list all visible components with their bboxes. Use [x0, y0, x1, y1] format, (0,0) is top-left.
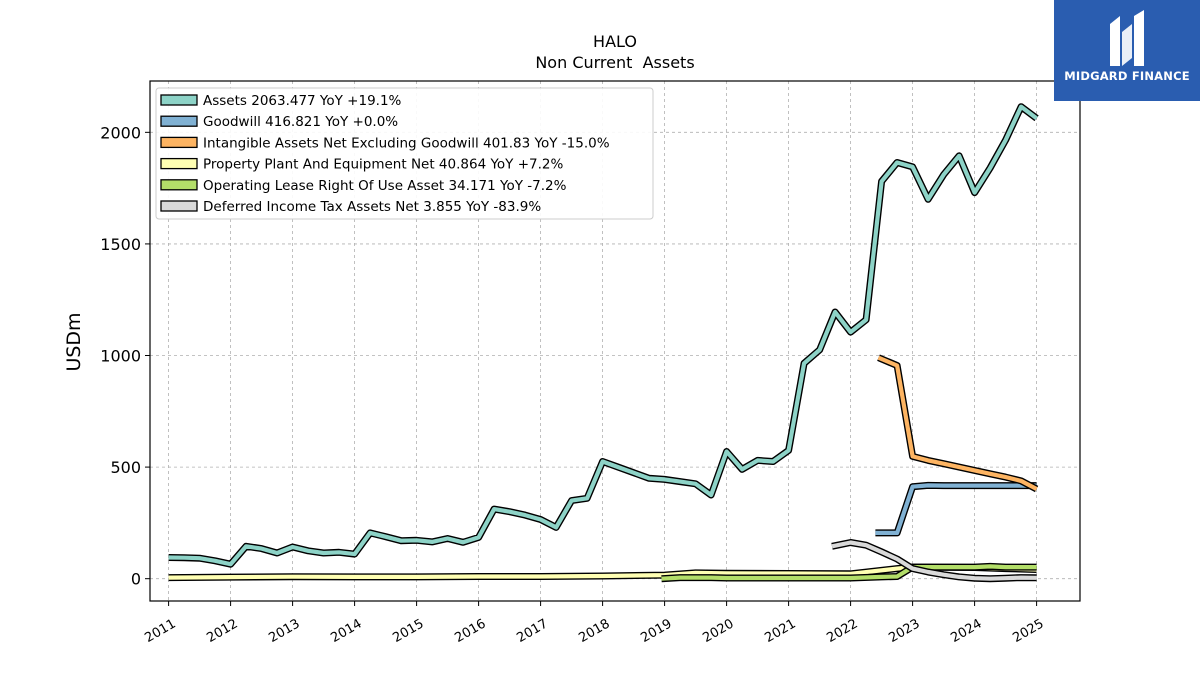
- series-line: [877, 355, 1038, 491]
- x-tick-label: 2019: [638, 616, 674, 646]
- brand-mark-icon: [1110, 10, 1144, 66]
- y-tick-label: 0: [131, 570, 141, 589]
- y-axis: 0 500 1000 1500 2000: [100, 123, 150, 589]
- x-tick-label: 2020: [700, 616, 736, 646]
- x-tick-label: 2015: [390, 616, 426, 646]
- legend-label: Intangible Assets Net Excluding Goodwill…: [203, 135, 610, 151]
- legend-label: Property Plant And Equipment Net 40.864 …: [203, 157, 563, 173]
- x-tick-label: 2025: [1010, 616, 1046, 646]
- y-tick-label: 1500: [100, 235, 141, 254]
- x-tick-label: 2018: [576, 616, 612, 646]
- series-layer: [168, 103, 1039, 583]
- grid: [150, 81, 1080, 601]
- legend-swatch: [160, 157, 198, 170]
- y-tick-label: 1000: [100, 347, 141, 366]
- legend-label: Goodwill 416.821 YoY +0.0%: [203, 114, 398, 130]
- x-tick-label: 2016: [452, 616, 488, 646]
- y-tick-label: 500: [110, 458, 141, 477]
- brand-name: MIDGARD FINANCE: [1064, 69, 1190, 83]
- legend-swatch: [160, 94, 198, 106]
- y-axis-label: USDm: [63, 312, 85, 371]
- x-tick-label: 2012: [204, 616, 240, 646]
- legend-label: Operating Lease Right Of Use Asset 34.17…: [203, 178, 567, 194]
- plot-frame: [149, 80, 1081, 602]
- chart-title: HALO: [593, 32, 637, 51]
- legend-swatch: [160, 115, 198, 127]
- x-tick-label: 2014: [328, 616, 364, 646]
- series-line: [875, 483, 1037, 536]
- chart-subtitle: Non Current Assets: [535, 53, 694, 72]
- x-tick-label: 2024: [948, 616, 984, 646]
- x-tick-label: 2011: [142, 616, 178, 646]
- legend-swatch: [160, 179, 198, 191]
- series-line: [831, 540, 1037, 581]
- x-tick-label: 2021: [762, 616, 798, 646]
- x-tick-label: 2013: [266, 616, 302, 646]
- legend: Assets 2063.477 YoY +19.1% Goodwill 416.8…: [155, 87, 654, 220]
- x-tick-label: 2022: [824, 616, 860, 646]
- legend-swatch: [160, 200, 198, 212]
- series-line-outline: [877, 354, 1039, 493]
- y-tick-label: 2000: [100, 123, 141, 142]
- series-line: [168, 104, 1038, 567]
- x-tick-label: 2023: [886, 616, 922, 646]
- legend-label: Assets 2063.477 YoY +19.1%: [203, 93, 402, 109]
- legend-frame: [155, 87, 654, 220]
- series-line: [661, 564, 1037, 581]
- x-tick-label: 2017: [514, 616, 550, 646]
- legend-swatch: [160, 136, 198, 149]
- brand-logo: MIDGARD FINANCE: [1054, 0, 1200, 101]
- x-axis: 2011 2012 2013 2014 2015 2016 2017 2018 2019 2020…: [142, 601, 1047, 646]
- legend-label: Deferred Income Tax Assets Net 3.855 YoY…: [203, 199, 541, 215]
